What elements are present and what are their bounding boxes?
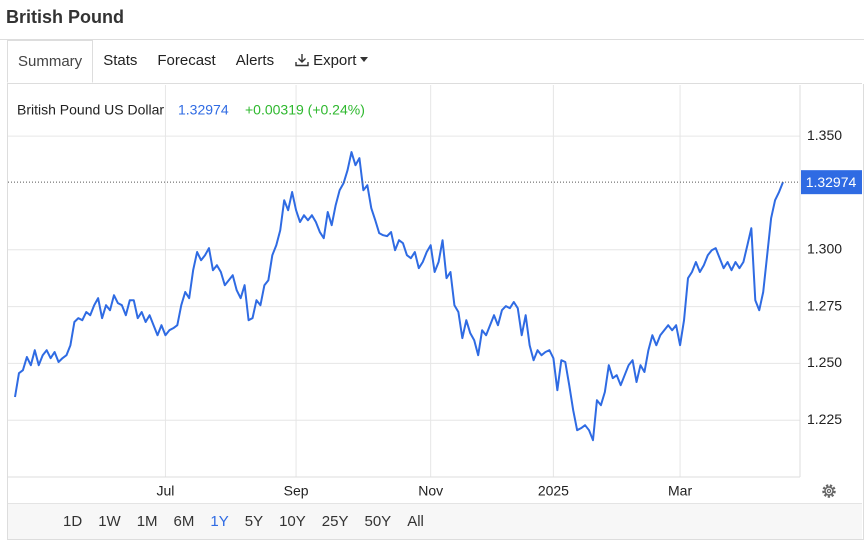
range-button[interactable]: 1D (63, 513, 83, 530)
divider (0, 39, 864, 40)
range-button[interactable]: 1W (98, 513, 121, 530)
y-tick-label: 1.300 (807, 240, 842, 256)
page-title: British Pound (6, 7, 124, 27)
tab-bar: Summary Stats Forecast Alerts Export (7, 40, 862, 84)
plot-layer: 1.225 1.250 1.275 1.300 1.350 Jul Sep Nov 2025 Ma… (8, 85, 862, 499)
range-button[interactable]: 5Y (244, 513, 264, 530)
legend-change: +0.00319 (+0.24%) (245, 102, 365, 118)
legend-price: 1.32974 (178, 102, 229, 118)
x-tick-label: Sep (284, 483, 309, 499)
gear-hole (826, 488, 832, 494)
x-tick-label: Jul (156, 483, 174, 499)
tab[interactable]: Alerts (235, 52, 275, 69)
range-bar: 1D 1W 1M 6M 1Y 5Y 10Y 25Y 50Y All (8, 503, 862, 539)
tab[interactable]: Stats (103, 52, 138, 69)
y-tick-label: 1.225 (807, 411, 842, 427)
download-icon (295, 54, 309, 67)
x-tick-label: Mar (668, 483, 692, 499)
range-button[interactable]: 10Y (279, 513, 306, 530)
tab[interactable]: Forecast (157, 52, 216, 69)
range-button[interactable]: 6M (173, 513, 195, 530)
last-price-box (801, 170, 862, 195)
range-button[interactable]: 1Y (210, 513, 229, 530)
settings-icon[interactable] (822, 484, 836, 498)
x-tick-label: 2025 (538, 483, 569, 499)
gear-body (824, 486, 834, 496)
tab[interactable]: Summary (7, 40, 94, 83)
range-button[interactable]: 25Y (321, 513, 349, 530)
y-tick-label: 1.250 (807, 354, 842, 370)
price-line (14, 151, 784, 442)
x-tick-label: Nov (418, 483, 443, 499)
y-tick-label: 1.275 (807, 297, 842, 313)
range-button[interactable]: 1M (136, 513, 158, 530)
range-button[interactable]: All (407, 513, 424, 530)
legend-name: British Pound US Dollar (17, 102, 164, 118)
gear-teeth (822, 484, 836, 498)
tab-label: Export (313, 52, 357, 69)
range-button[interactable]: 50Y (364, 513, 392, 530)
last-price-label: 1.32974 (806, 174, 857, 190)
dropdown-caret (360, 57, 369, 62)
y-tick-label: 1.350 (807, 127, 842, 143)
tab[interactable]: Export (284, 40, 378, 83)
